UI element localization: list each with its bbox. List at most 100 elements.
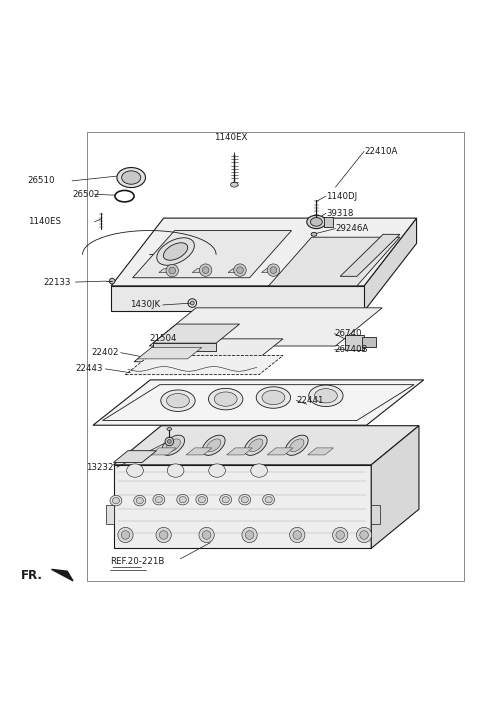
Circle shape [202,267,209,274]
Circle shape [169,267,176,274]
Circle shape [289,528,305,543]
Polygon shape [192,269,208,272]
Circle shape [199,264,212,277]
Circle shape [159,530,168,539]
Polygon shape [340,235,400,277]
Circle shape [118,528,133,543]
Polygon shape [114,465,371,548]
Ellipse shape [136,498,144,503]
Text: 22402: 22402 [91,348,119,357]
Ellipse shape [262,390,285,405]
Circle shape [357,528,372,543]
Circle shape [156,528,171,543]
Text: 1430JK: 1430JK [130,300,160,309]
Ellipse shape [167,428,172,431]
Ellipse shape [230,183,238,187]
Ellipse shape [289,439,304,451]
Polygon shape [362,337,376,347]
Ellipse shape [307,215,326,229]
Polygon shape [137,347,202,359]
Circle shape [121,530,130,539]
FancyBboxPatch shape [87,132,464,581]
Ellipse shape [251,464,267,477]
Ellipse shape [265,496,272,503]
Ellipse shape [263,494,275,505]
Circle shape [199,528,214,543]
Ellipse shape [177,494,189,505]
Ellipse shape [311,232,317,236]
Text: 22133: 22133 [43,277,71,287]
Polygon shape [125,356,283,374]
Ellipse shape [112,498,120,503]
Polygon shape [114,426,419,465]
Polygon shape [111,286,364,311]
Ellipse shape [314,389,337,403]
Ellipse shape [153,494,165,505]
Polygon shape [153,324,240,343]
Ellipse shape [196,494,208,505]
Ellipse shape [179,496,186,503]
Polygon shape [269,237,400,286]
Polygon shape [93,380,424,425]
Ellipse shape [117,168,145,188]
Circle shape [202,530,211,539]
Polygon shape [227,448,252,455]
Ellipse shape [206,439,221,451]
Ellipse shape [118,193,131,200]
Circle shape [165,437,174,446]
Text: 22410A: 22410A [364,147,397,156]
Circle shape [109,278,115,284]
Text: 1140EX: 1140EX [214,133,247,143]
Ellipse shape [121,171,141,184]
Polygon shape [364,218,417,311]
Polygon shape [114,451,156,463]
Ellipse shape [127,464,144,477]
Ellipse shape [163,243,188,260]
Ellipse shape [134,496,146,506]
Circle shape [293,530,301,539]
Ellipse shape [244,435,267,456]
Ellipse shape [198,496,205,503]
Text: 26502: 26502 [72,190,99,199]
Ellipse shape [157,237,194,265]
Polygon shape [134,339,283,361]
Polygon shape [371,426,419,548]
Circle shape [237,267,243,274]
Circle shape [336,530,345,539]
Ellipse shape [166,439,180,451]
Text: REF.20-221B: REF.20-221B [110,557,165,566]
Ellipse shape [161,390,195,411]
Circle shape [166,265,179,277]
Ellipse shape [214,392,237,406]
Polygon shape [107,506,114,525]
Ellipse shape [222,496,229,503]
Ellipse shape [256,386,290,409]
Circle shape [270,267,277,274]
Text: 1140DJ: 1140DJ [326,192,357,200]
Polygon shape [150,448,176,455]
Polygon shape [371,506,380,525]
Text: FR.: FR. [21,568,42,582]
Text: 26740B: 26740B [335,345,368,354]
Circle shape [234,264,246,277]
Ellipse shape [110,496,122,506]
Circle shape [168,439,171,443]
Circle shape [245,530,254,539]
Polygon shape [132,230,291,278]
Ellipse shape [309,385,343,406]
Polygon shape [267,448,293,455]
Ellipse shape [162,435,184,456]
Text: 1140ES: 1140ES [28,217,60,227]
Polygon shape [153,343,216,351]
Text: 22443: 22443 [75,364,103,374]
Circle shape [242,528,257,543]
Text: 21504: 21504 [149,334,177,343]
Polygon shape [159,269,174,272]
Polygon shape [51,570,73,581]
Polygon shape [228,269,243,272]
Ellipse shape [167,464,184,477]
Circle shape [267,264,280,277]
Text: 22441: 22441 [296,396,324,405]
Ellipse shape [203,435,225,456]
Polygon shape [262,269,277,272]
